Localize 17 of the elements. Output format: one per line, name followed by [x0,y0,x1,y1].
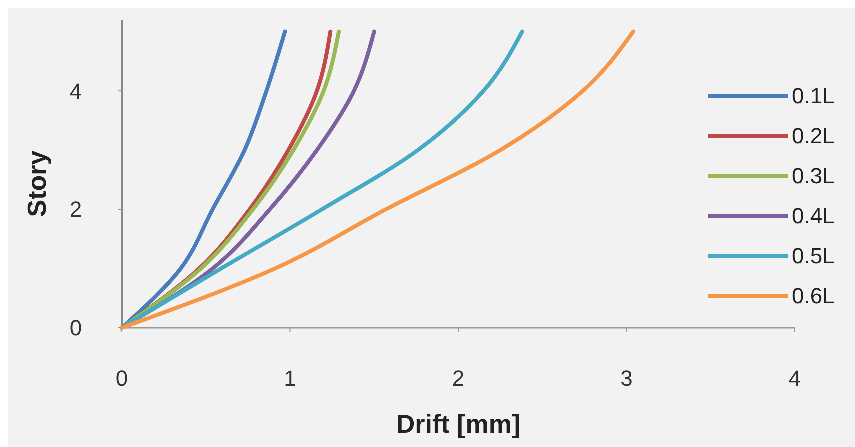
legend-label: 0.2L [792,124,835,149]
y-axis-title: Story [22,150,52,218]
x-tick-label: 2 [452,366,465,391]
legend-label: 0.4L [792,204,835,229]
x-tick-label: 4 [788,366,802,391]
x-tick-label: 0 [116,366,128,391]
legend-label: 0.3L [792,164,835,189]
x-tick-label: 3 [620,366,633,391]
legend-label: 0.6L [792,284,835,309]
x-axis-title: Drift [mm] [396,409,521,439]
legend-label: 0.5L [792,244,835,269]
x-tick-label: 1 [284,366,296,391]
legend-label: 0.1L [792,84,835,109]
line-series [120,30,636,330]
y-tick-label: 2 [70,197,82,222]
y-tick-label: 4 [70,78,82,104]
y-tick-label: 0 [70,316,82,341]
